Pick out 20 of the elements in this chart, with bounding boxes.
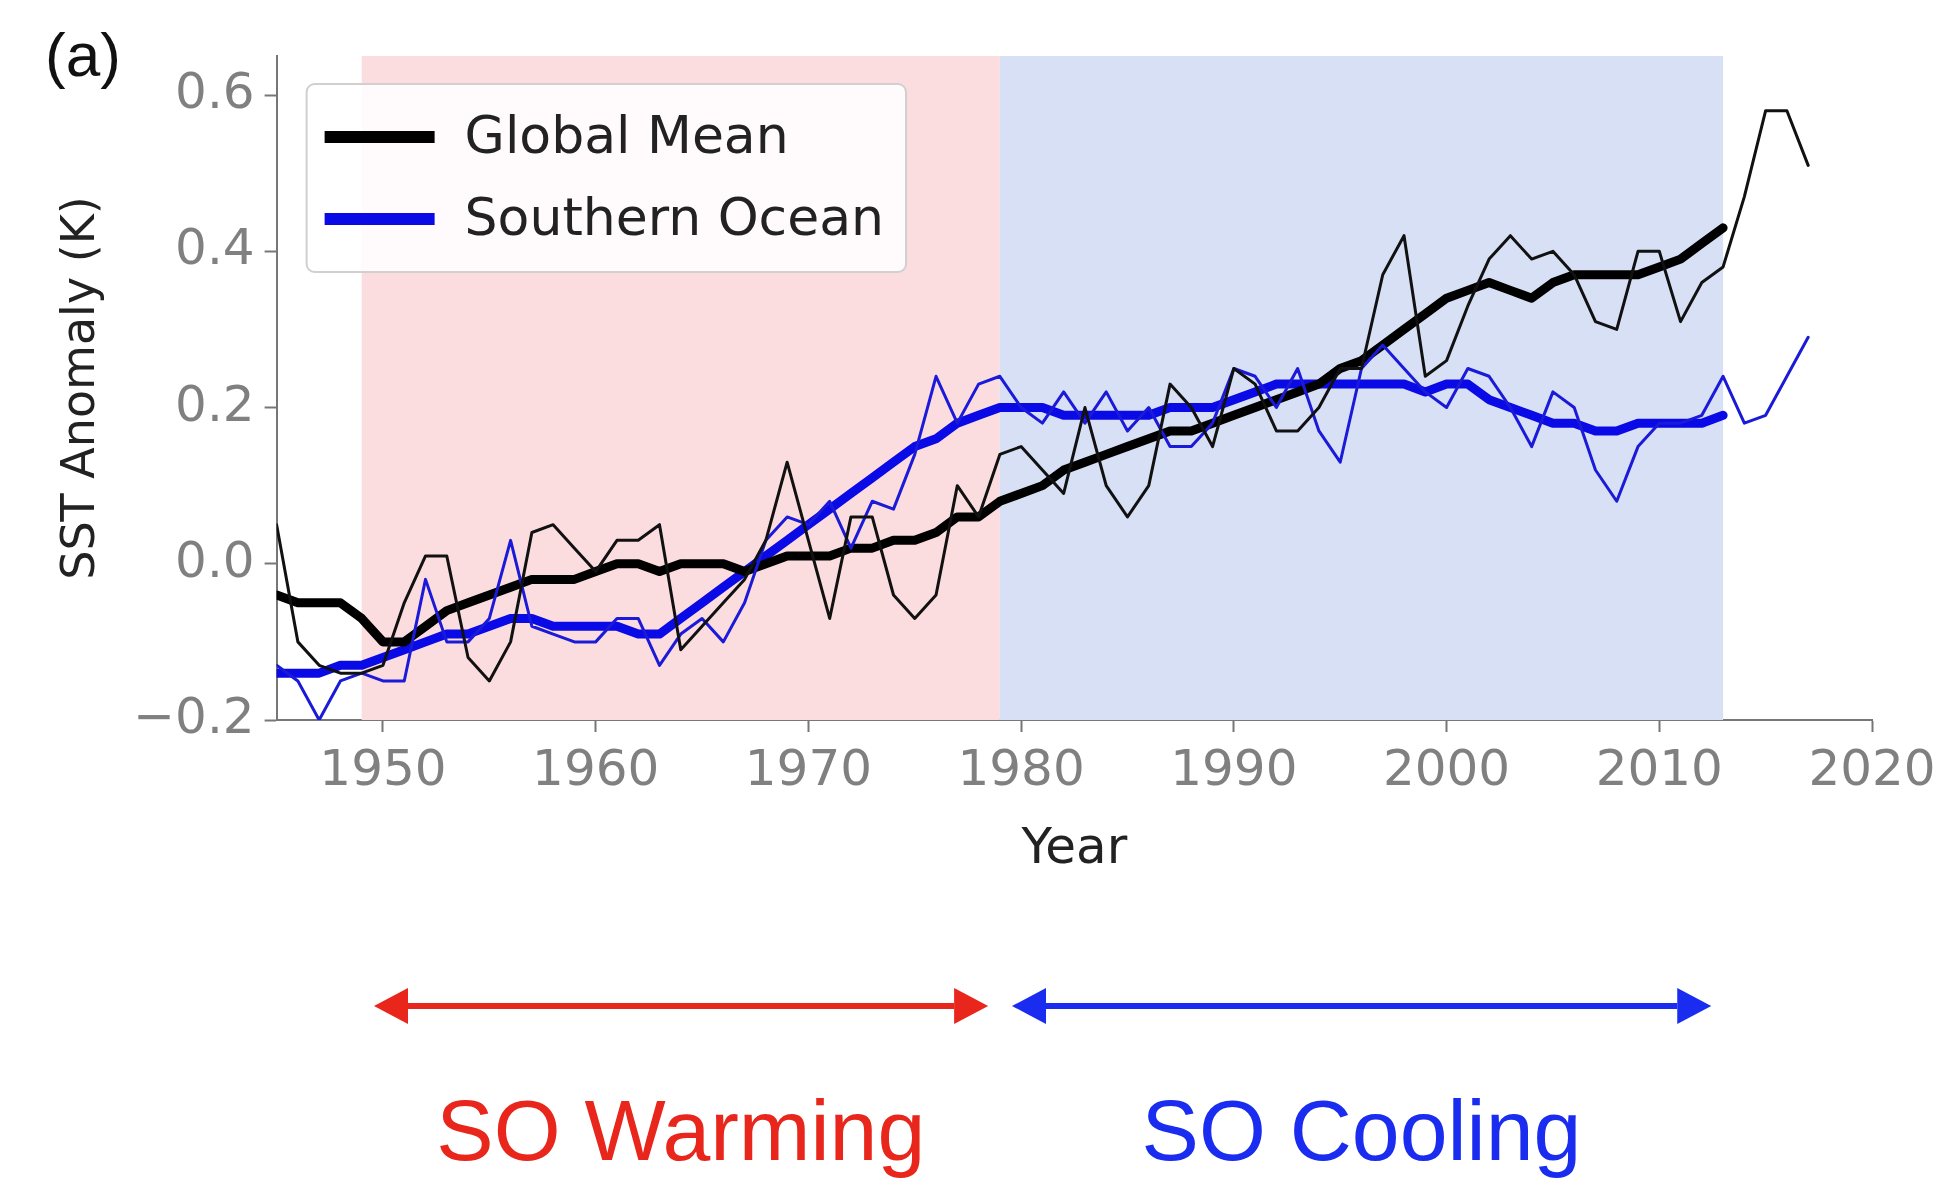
x-tick-label: 2020	[1808, 738, 1936, 797]
y-tick-label: 0.4	[175, 218, 255, 277]
x-tick-label: 2000	[1382, 738, 1511, 797]
y-axis-title: SST Anomaly (K)	[50, 196, 105, 580]
y-tick-label: 0.6	[175, 62, 255, 121]
legend-label: Southern Ocean	[464, 186, 885, 247]
y-tick-label: 0.0	[175, 530, 255, 589]
x-tick-label: 2010	[1595, 738, 1723, 797]
x-tick-label: 1990	[1170, 738, 1298, 797]
text: SO Warming	[436, 1082, 926, 1178]
x-tick-label: 1980	[957, 738, 1085, 797]
y-tick-label: 0.2	[175, 374, 255, 433]
legend-label: Global Mean	[464, 104, 789, 165]
x-tick-label: 1950	[319, 738, 447, 797]
x-tick-label: 1960	[532, 738, 660, 797]
text: (a)	[45, 20, 121, 90]
y-tick-label: −0.2	[133, 686, 255, 745]
text: SO Cooling	[1141, 1082, 1582, 1178]
x-axis-title: Year	[1020, 816, 1128, 875]
x-tick-label: 1970	[744, 738, 873, 797]
